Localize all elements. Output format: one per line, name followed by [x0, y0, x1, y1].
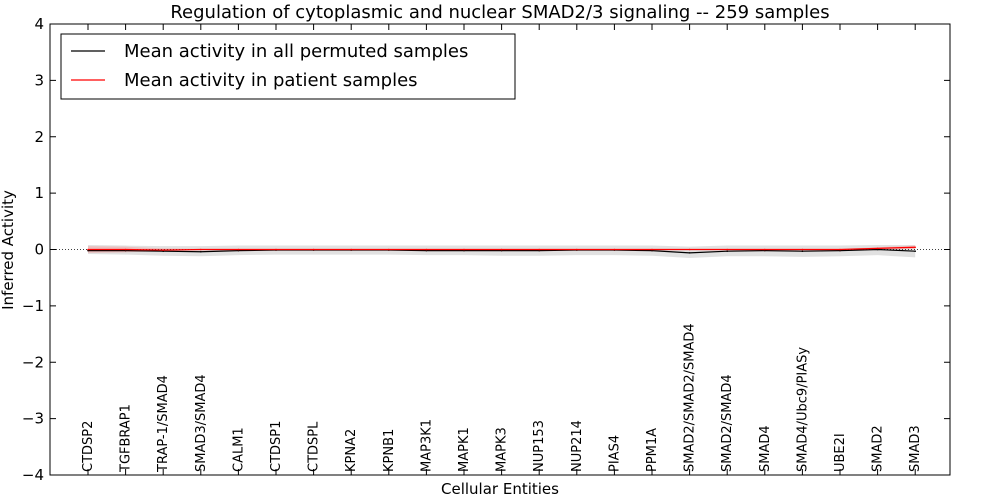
series-1-point [613, 248, 616, 251]
x-category-label: CTDSPL [307, 421, 322, 472]
x-category-label: SMAD4/Ubc9/PIASy [795, 347, 810, 472]
legend-label-permuted: Mean activity in all permuted samples [124, 41, 468, 62]
y-tick-label: 1 [34, 184, 44, 202]
series-1-point [538, 248, 540, 251]
series-1-point [914, 246, 916, 249]
series-0-point [237, 249, 240, 252]
x-category-label: SMAD2/SMAD2/SMAD4 [683, 323, 698, 472]
series-1-point [764, 248, 766, 251]
y-tick-label: 0 [34, 241, 44, 259]
y-tick-label: −4 [22, 466, 44, 484]
series-1-point [726, 248, 728, 251]
x-category-label: PIAS4 [607, 435, 622, 472]
x-category-label: SMAD2 [871, 425, 886, 472]
series-1-point [463, 248, 465, 251]
series-0-point [538, 249, 540, 252]
x-category-label: TRAP-1/SMAD4 [156, 375, 171, 473]
series-0-point [688, 252, 691, 254]
series-0-point [764, 249, 766, 252]
series-0-point [914, 250, 916, 252]
series-1-point [388, 248, 390, 251]
x-category-label: CALM1 [231, 427, 246, 472]
x-category-label: MAPK1 [457, 427, 472, 472]
legend: Mean activity in all permuted samples Me… [60, 33, 516, 100]
x-category-label: SMAD2/SMAD4 [720, 374, 735, 472]
y-tick-label: −2 [22, 353, 44, 371]
x-category-label: SMAD3 [908, 425, 923, 472]
series-1-point [124, 248, 127, 251]
series-1-point [651, 248, 653, 251]
series-1-point [162, 249, 164, 251]
chart-title: Regulation of cytoplasmic and nuclear SM… [170, 2, 829, 23]
series-0-point [726, 250, 728, 252]
series-0-point [124, 249, 127, 252]
series-0-point [839, 249, 841, 252]
series-1-point [312, 248, 315, 251]
x-category-label: TGFBRAP1 [119, 404, 134, 473]
series-1-point [876, 247, 879, 250]
series-1-point [200, 248, 202, 251]
series-0-point [425, 249, 428, 252]
y-tick-label: 2 [34, 128, 44, 146]
series-0-point [162, 250, 164, 252]
x-category-label: SMAD4 [758, 425, 773, 472]
series-1-point [237, 248, 240, 251]
legend-label-patient: Mean activity in patient samples [124, 70, 418, 91]
series-0-point [876, 248, 879, 251]
y-tick-label: 3 [34, 71, 44, 89]
series-0-point [651, 249, 653, 252]
y-tick-label: 4 [34, 15, 44, 33]
x-category-label: KPNA2 [344, 429, 359, 472]
x-category-label: CTDSP2 [81, 421, 96, 472]
series-0-point [801, 250, 804, 252]
x-category-label: KPNB1 [382, 429, 397, 472]
x-category-label: NUP153 [532, 420, 547, 472]
x-category-label: SMAD3/SMAD4 [194, 374, 209, 472]
series-1-point [350, 248, 353, 251]
series-1-point [500, 248, 503, 251]
y-axis-title: Inferred Activity [0, 190, 17, 310]
x-category-label: MAPK3 [495, 427, 510, 472]
series-1-point [839, 248, 841, 251]
x-category-label: MAP3K1 [419, 419, 434, 472]
x-axis-title: Cellular Entities [441, 480, 559, 498]
legend-box [60, 33, 516, 100]
series-1-point [87, 248, 89, 251]
series-1-point [425, 248, 428, 251]
series-1-point [801, 248, 804, 251]
series-0-point [87, 249, 89, 252]
x-category-label: NUP214 [570, 420, 585, 472]
y-tick-label: −1 [22, 297, 44, 315]
series-band-0 [88, 244, 916, 258]
series-1-point [275, 248, 277, 251]
x-category-label: CTDSP1 [269, 421, 284, 472]
x-category-label: PPM1A [645, 428, 660, 472]
series-0-point [200, 250, 202, 253]
series-1-point [576, 248, 578, 251]
series-1-point [688, 248, 691, 251]
y-tick-label: −3 [22, 410, 44, 428]
series-0-point [500, 249, 503, 252]
x-category-label: UBE2I [833, 433, 848, 472]
series-0-point [463, 249, 465, 252]
